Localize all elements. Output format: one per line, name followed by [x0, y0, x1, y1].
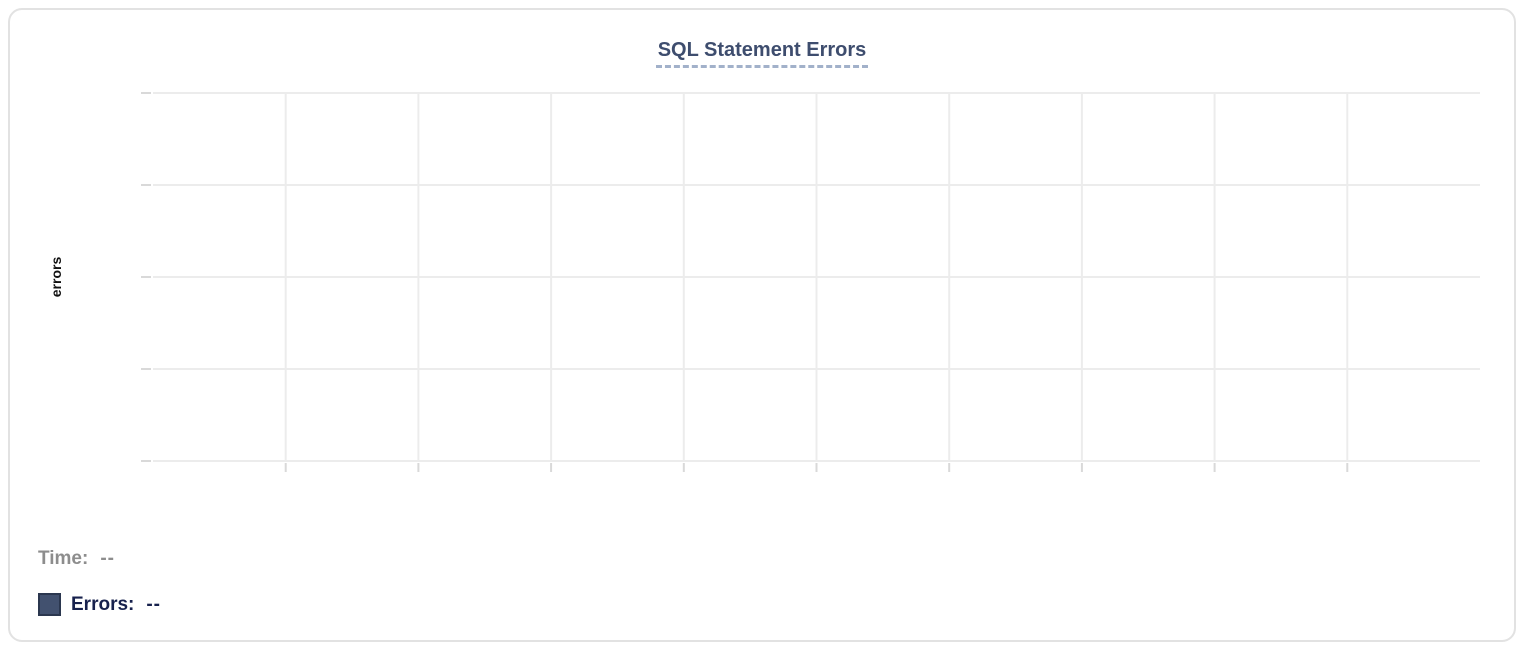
- legend-errors-label: Errors:: [71, 593, 135, 615]
- legend-time-row: Time: --: [38, 548, 115, 570]
- plot-gridlines: [153, 92, 1480, 462]
- y-axis-title: errors: [48, 256, 64, 298]
- legend-time-label: Time:: [38, 548, 89, 569]
- legend-time-value: --: [100, 548, 115, 569]
- legend-errors-row: Errors: --: [38, 593, 161, 616]
- chart-title-wrap: SQL Statement Errors: [10, 39, 1514, 68]
- errors-series-swatch-icon: [38, 593, 61, 616]
- chart-card: SQL Statement Errors errors Time: -- Err…: [8, 8, 1516, 642]
- chart-title[interactable]: SQL Statement Errors: [655, 39, 869, 68]
- legend-errors-value: --: [146, 593, 162, 615]
- axis-ticks: [141, 92, 1349, 472]
- errors-chart[interactable]: [10, 10, 1528, 522]
